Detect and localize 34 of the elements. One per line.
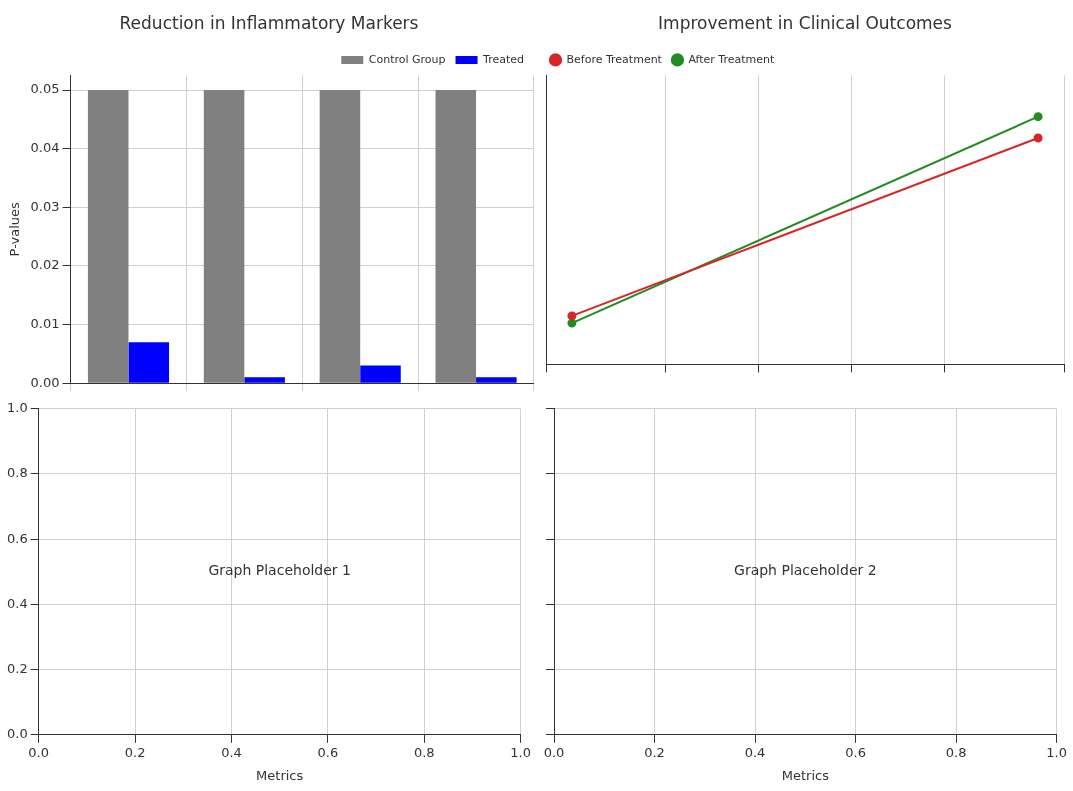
x-tick-label: 0.4 (221, 744, 242, 760)
y-tick-label: 0.05 (30, 81, 60, 97)
chart-title: Improvement in Clinical Outcomes (658, 12, 953, 33)
y-tick-label: 0.0 (6, 726, 28, 742)
y-tick-label: 1.0 (6, 400, 28, 416)
y-tick-label: 0.00 (30, 374, 60, 390)
legend-label: Treated (482, 52, 525, 66)
y-tick-label: 0.04 (30, 140, 60, 156)
legend-label: Control Group (368, 52, 446, 66)
y-tick-label: 0.02 (30, 257, 60, 273)
x-axis-title: Metrics (256, 767, 304, 783)
y-tick-label: 0.03 (30, 198, 60, 214)
y-axis-title: P-values (7, 201, 23, 257)
legend-label: After Treatment (688, 52, 775, 66)
annotation: Graph Placeholder 1 (208, 562, 351, 579)
y-tick-label: 0.4 (6, 595, 28, 611)
x-tick-label: 1.0 (510, 744, 532, 760)
annotation: Graph Placeholder 2 (734, 562, 877, 579)
chart-title: Reduction in Inflammatory Markers (119, 12, 419, 33)
x-tick-label: 0.8 (413, 744, 435, 760)
y-tick-label: 0.8 (6, 465, 28, 481)
x-tick-label: 0.6 (317, 744, 339, 760)
y-tick-label: 0.6 (6, 530, 28, 546)
x-tick-label: 0.2 (124, 744, 146, 760)
x-tick-label: 1.0 (1046, 744, 1068, 760)
x-axis-title: Metrics (781, 767, 830, 783)
x-tick-label: 0.6 (845, 744, 866, 760)
legend-label: Before Treatment (566, 52, 663, 66)
y-tick-label: 0.2 (6, 660, 28, 676)
x-tick-label: 0.0 (543, 744, 565, 760)
x-tick-label: 0.8 (945, 744, 967, 760)
y-tick-label: 0.01 (30, 315, 60, 331)
x-tick-label: 0.4 (744, 744, 766, 760)
x-tick-label: 0.2 (644, 744, 665, 760)
